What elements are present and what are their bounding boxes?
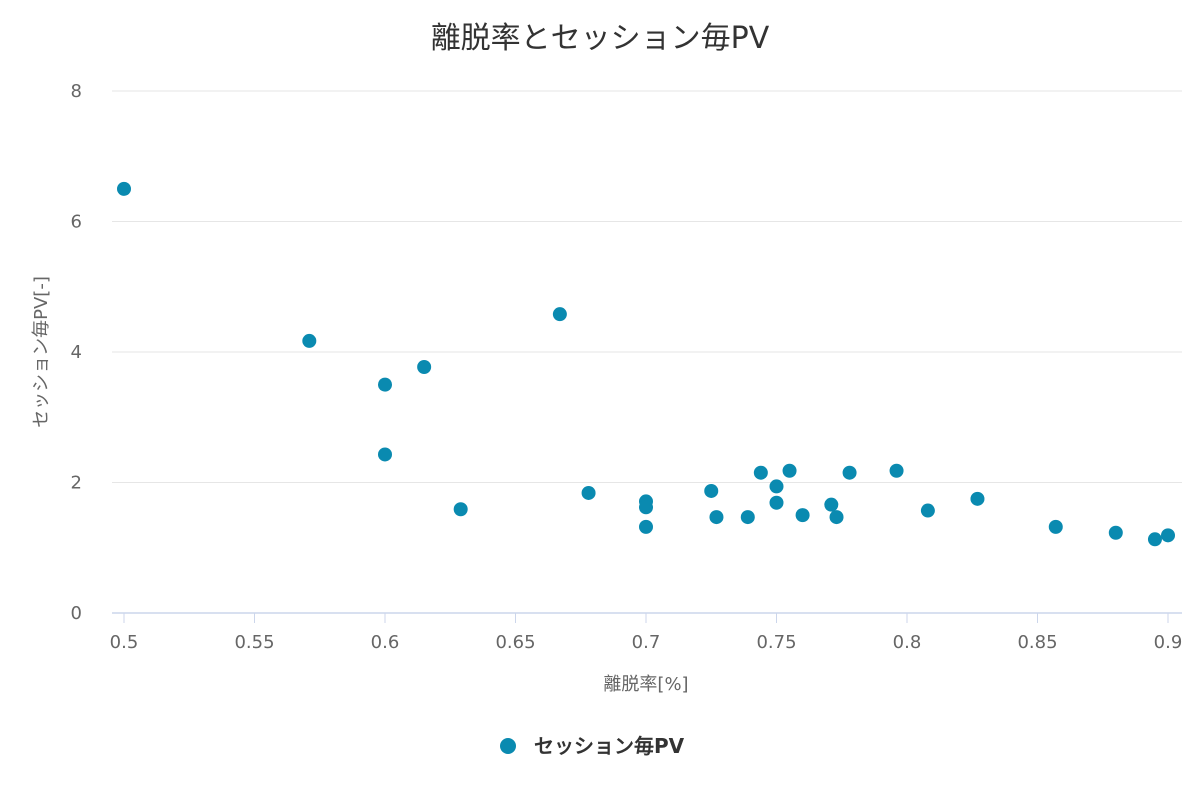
legend-marker	[500, 738, 516, 754]
x-axis-title: 離脱率[%]	[603, 674, 688, 695]
x-axis-ticks: 0.5 0.55 0.6 0.65 0.7 0.75 0.8 0.85 0.9	[110, 613, 1183, 653]
y-tick-label: 8	[71, 81, 82, 102]
data-point[interactable]	[824, 497, 839, 512]
data-point[interactable]	[581, 485, 596, 500]
data-point[interactable]	[378, 377, 392, 392]
x-tick-label: 0.6	[371, 632, 400, 653]
data-point[interactable]	[639, 519, 653, 534]
data-point[interactable]	[829, 510, 844, 525]
data-point[interactable]	[795, 508, 810, 523]
x-tick-label: 0.85	[1017, 632, 1057, 653]
y-tick-label: 4	[71, 342, 82, 363]
data-point[interactable]	[1108, 525, 1123, 540]
x-tick-label: 0.8	[893, 632, 922, 653]
y-tick-label: 0	[71, 603, 82, 624]
data-point[interactable]	[417, 360, 432, 375]
legend[interactable]: セッション毎PV	[500, 734, 685, 758]
data-point[interactable]	[769, 479, 784, 494]
y-tick-label: 2	[71, 473, 82, 494]
data-point[interactable]	[842, 465, 857, 480]
y-axis-ticks: 0 2 4 6 8	[71, 81, 82, 624]
x-tick-label: 0.9	[1154, 632, 1183, 653]
data-point[interactable]	[740, 510, 755, 525]
x-tick-label: 0.55	[234, 632, 274, 653]
y-axis-title: セッション毎PV[-]	[31, 276, 52, 428]
data-point[interactable]	[1048, 519, 1063, 534]
data-point[interactable]	[889, 463, 904, 478]
data-point[interactable]	[117, 181, 131, 196]
x-tick-label: 0.65	[495, 632, 535, 653]
legend-label: セッション毎PV	[534, 734, 685, 758]
x-tick-label: 0.7	[632, 632, 661, 653]
data-points	[117, 181, 1175, 547]
data-point[interactable]	[1161, 528, 1175, 543]
data-point[interactable]	[552, 307, 567, 322]
data-point[interactable]	[453, 502, 468, 517]
data-point[interactable]	[639, 500, 653, 515]
data-point[interactable]	[769, 495, 784, 510]
data-point[interactable]	[709, 510, 724, 525]
y-tick-label: 6	[71, 212, 82, 233]
data-point[interactable]	[970, 491, 985, 506]
data-point[interactable]	[1147, 532, 1162, 547]
data-point[interactable]	[378, 447, 392, 462]
data-point[interactable]	[302, 333, 317, 348]
data-point[interactable]	[782, 463, 797, 478]
x-tick-label: 0.75	[756, 632, 796, 653]
chart-title: 離脱率とセッション毎PV	[431, 21, 770, 56]
x-tick-label: 0.5	[110, 632, 139, 653]
grid-lines	[112, 90, 1182, 483]
data-point[interactable]	[753, 465, 768, 480]
data-point[interactable]	[704, 483, 719, 498]
data-point[interactable]	[920, 503, 935, 518]
